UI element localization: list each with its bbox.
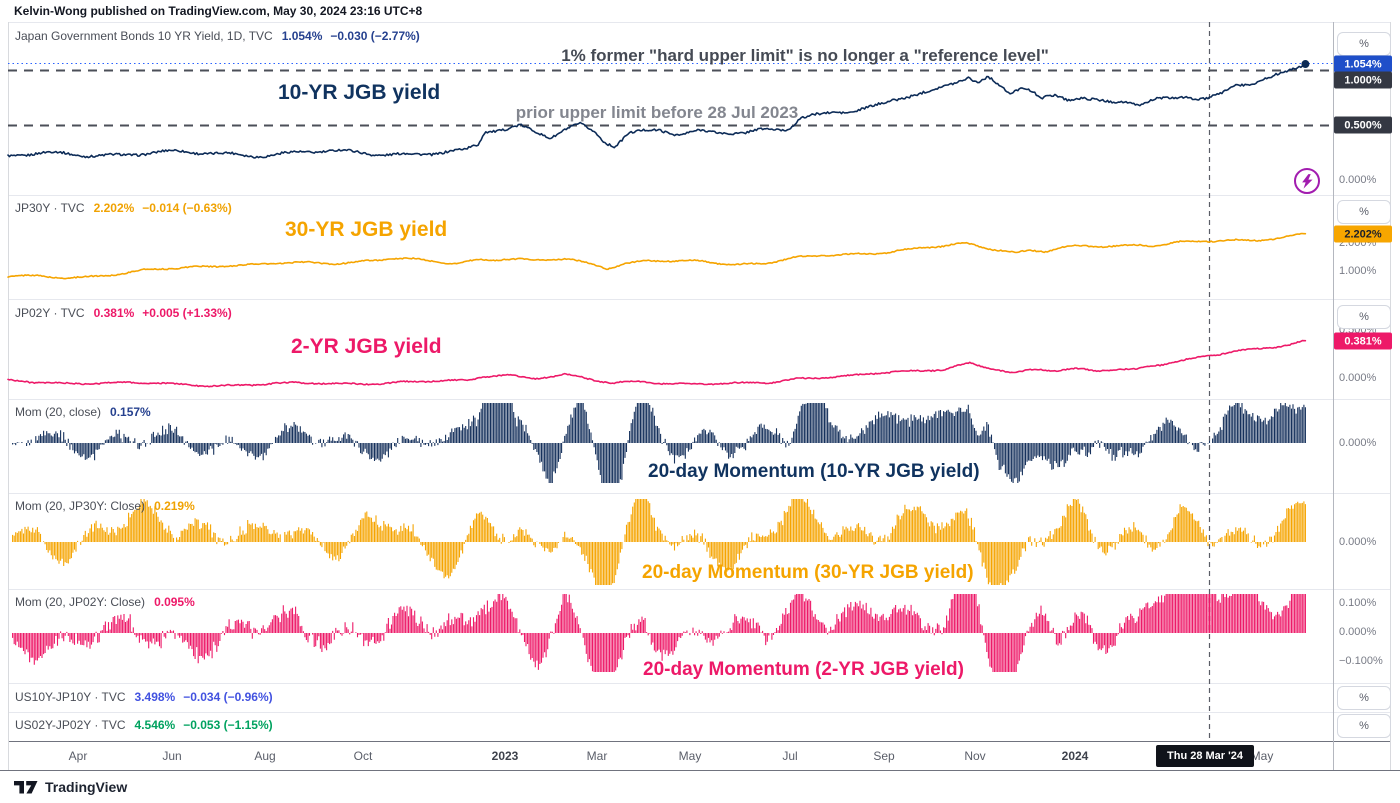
left-border [8, 22, 9, 770]
percent-scale-button[interactable]: % [1337, 305, 1391, 329]
legend-change: −0.030 (−2.77%) [330, 29, 420, 43]
pane-separator[interactable] [8, 493, 1390, 494]
percent-scale-button[interactable]: % [1337, 200, 1391, 224]
legend-change: +0.005 (+1.33%) [142, 306, 232, 320]
pane-separator[interactable] [8, 299, 1390, 300]
percent-scale-button[interactable]: % [1337, 686, 1391, 710]
legend-change: −0.053 (−1.15%) [183, 718, 273, 732]
time-axis-label: 2024 [1061, 749, 1089, 763]
label-30yr-jgb-yield: 30-YR JGB yield [285, 218, 448, 241]
price-axis-tick: 0.000% [1339, 372, 1377, 384]
pane-separator[interactable] [8, 589, 1390, 590]
time-axis-top-border [8, 741, 1390, 742]
price-label-chip: 1.000% [1334, 71, 1392, 89]
frame-top-border [8, 22, 1390, 23]
legend-title: Japan Government Bonds 10 YR Yield, 1D, … [15, 29, 273, 43]
price-label-chip: 1.054% [1334, 55, 1392, 73]
legend-value: 0.095% [154, 595, 195, 609]
legend-value: 1.054% [281, 29, 323, 43]
lightning-bolt-icon [1302, 174, 1313, 189]
price-axis-tick: 0.000% [1339, 174, 1377, 186]
price-axis-tick: 0.000% [1339, 626, 1377, 638]
legend-title: Mom (20, JP30Y: Close) [15, 499, 146, 513]
time-axis-label: May [678, 749, 702, 763]
time-axis-label: Apr [68, 749, 88, 763]
label-mom-2yr: 20-day Momentum (2-YR JGB yield) [643, 659, 964, 680]
pane-separator[interactable] [8, 683, 1390, 684]
label-10yr-jgb-yield: 10-YR JGB yield [278, 81, 441, 104]
time-axis-label: Sep [873, 749, 895, 763]
time-axis-label: Nov [964, 749, 986, 763]
legend-title: JP02Y · TVC [15, 306, 85, 320]
legend-row[interactable]: Mom (20, close) 0.157% [15, 405, 159, 419]
legend-title: US10Y-JP10Y · TVC [15, 690, 126, 704]
price-axis-tick: −0.100% [1339, 655, 1383, 667]
footer-brand[interactable]: TradingView [14, 779, 127, 795]
price-axis-tick: 0.100% [1339, 597, 1377, 609]
note-prior-upper-limit: prior upper limit before 28 Jul 2023 [515, 103, 799, 122]
percent-scale-button[interactable]: % [1337, 32, 1391, 56]
time-axis-label: Mar [586, 749, 608, 763]
legend-row[interactable]: US10Y-JP10Y · TVC 3.498% −0.034 (−0.96%) [15, 690, 273, 704]
legend-title: JP30Y · TVC [15, 201, 85, 215]
footer-brand-label: TradingView [45, 779, 128, 795]
crosshair-date-tooltip: Thu 28 Mar '24 [1156, 745, 1254, 767]
time-axis-label: 2023 [491, 749, 519, 763]
label-mom-30yr: 20-day Momentum (30-YR JGB yield) [642, 562, 974, 583]
legend-value: 3.498% [134, 690, 176, 704]
legend-row[interactable]: US02Y-JP02Y · TVC 4.546% −0.053 (−1.15%) [15, 718, 273, 732]
label-2yr-jgb-yield: 2-YR JGB yield [291, 335, 442, 358]
legend-change: −0.014 (−0.63%) [142, 201, 232, 215]
legend-row[interactable]: Mom (20, JP30Y: Close) 0.219% [15, 499, 203, 513]
time-axis-label: May [1250, 749, 1274, 763]
time-axis-label: Jun [162, 749, 182, 763]
price-label-chip: 0.500% [1334, 116, 1392, 134]
label-mom-10yr: 20-day Momentum (10-YR JGB yield) [648, 461, 980, 482]
pane-separator[interactable] [8, 399, 1390, 400]
legend-change: −0.034 (−0.96%) [183, 690, 273, 704]
legend-value: 0.157% [110, 405, 151, 419]
legend-value: 0.381% [93, 306, 135, 320]
percent-scale-button[interactable]: % [1337, 714, 1391, 738]
time-axis-label: Aug [254, 749, 276, 763]
legend-row[interactable]: JP30Y · TVC 2.202% −0.014 (−0.63%) [15, 201, 232, 215]
pane-separator[interactable] [8, 712, 1390, 713]
price-axis-border [1333, 22, 1334, 770]
legend-title: Mom (20, close) [15, 405, 102, 419]
legend-title: Mom (20, JP02Y: Close) [15, 595, 146, 609]
time-axis-label: Jul [782, 749, 798, 763]
legend-row[interactable]: Mom (20, JP02Y: Close) 0.095% [15, 595, 203, 609]
publish-header: Kelvin-Wong published on TradingView.com… [14, 4, 423, 18]
price-label-chip: 0.381% [1334, 332, 1392, 350]
legend-value: 0.219% [154, 499, 195, 513]
legend-title: US02Y-JP02Y · TVC [15, 718, 126, 732]
legend-value: 2.202% [93, 201, 135, 215]
price-label-chip: 2.202% [1334, 225, 1392, 243]
legend-row[interactable]: JP02Y · TVC 0.381% +0.005 (+1.33%) [15, 306, 232, 320]
pane-separator[interactable] [8, 195, 1390, 196]
price-axis-tick: 0.000% [1339, 536, 1377, 548]
tradingview-logo-icon [14, 780, 38, 793]
note-hard-upper-limit: 1% former "hard upper limit" is no longe… [561, 46, 1049, 65]
legend-value: 4.546% [134, 718, 176, 732]
price-axis-tick: 1.000% [1339, 265, 1377, 277]
time-axis-label: Oct [353, 749, 373, 763]
right-border [1390, 22, 1391, 770]
flash-icon[interactable] [1294, 168, 1320, 194]
price-axis-tick: 0.000% [1339, 437, 1377, 449]
legend-row[interactable]: Japan Government Bonds 10 YR Yield, 1D, … [15, 29, 420, 43]
time-axis-bottom-border [0, 770, 1400, 771]
